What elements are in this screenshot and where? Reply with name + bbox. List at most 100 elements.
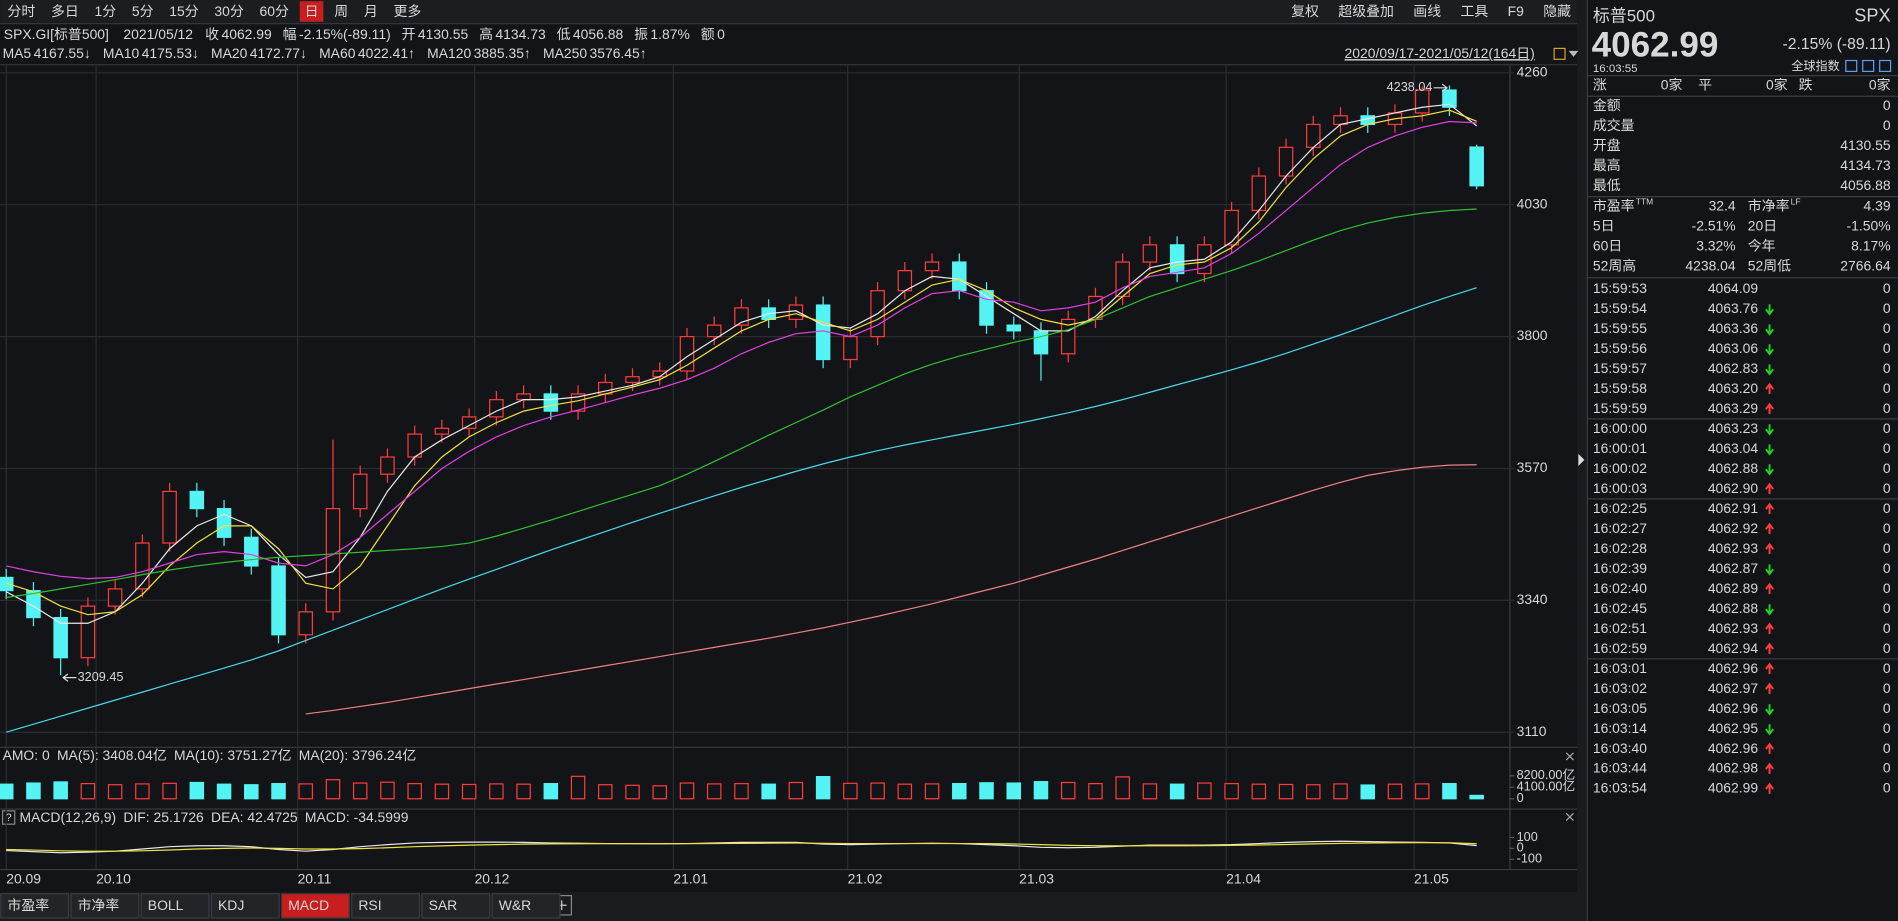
period-tab[interactable]: 5分 [132,3,154,19]
tab-bg[interactable] [0,893,70,919]
trade-price: 4063.20 [1708,380,1759,396]
stat-value: 3.32% [1696,238,1735,254]
tool-button[interactable]: 画线 [1413,3,1441,19]
volume-bar [1169,783,1185,800]
volume-bar [244,784,259,800]
volume-bar [352,782,368,800]
row-value: 4134.73 [1840,157,1891,173]
stat-label: 市盈率 [1593,198,1635,214]
trade-time: 16:00:02 [1593,460,1647,476]
period-tab[interactable]: 15分 [169,3,198,19]
trade-volume: 0 [1883,420,1891,436]
trade-volume: 0 [1883,740,1891,756]
trade-arrow [1765,582,1774,594]
candle-body [924,261,940,272]
annotation-arrow [1433,83,1449,92]
period-tab[interactable]: 1分 [95,3,117,19]
trade-time: 15:59:57 [1593,360,1647,376]
candle-body [489,399,504,418]
period-tab[interactable]: 60分 [259,3,288,19]
trade-price: 4062.95 [1708,720,1759,736]
info-label: 开 [402,26,416,42]
trade-volume: 0 [1883,520,1891,536]
trade-arrow [1765,382,1774,395]
indicator-tab[interactable]: RSI [358,897,381,913]
help-glyph[interactable]: ? [6,812,12,824]
breadth-label: 涨 [1593,77,1607,93]
trade-volume: 0 [1883,700,1891,716]
volume-bar [652,785,668,800]
close-icon[interactable] [1565,812,1574,821]
trade-time: 15:59:53 [1593,280,1647,296]
candle-body [380,456,395,475]
tool-button[interactable]: 复权 [1291,3,1319,19]
dropdown-icon[interactable] [1568,50,1579,57]
trade-volume: 0 [1883,560,1891,576]
breadth-label: 平 [1698,77,1712,93]
volume-bar [924,783,940,800]
stat-label-sup: LF [1791,196,1801,206]
period-tab[interactable]: 更多 [394,3,422,19]
icon[interactable] [1879,59,1892,73]
volume-bar [380,781,395,800]
indicator-tab[interactable]: W&R [499,897,531,913]
period-tab[interactable]: 周 [334,3,348,19]
tool-button[interactable]: F9 [1508,3,1524,19]
tool-button[interactable]: 工具 [1460,3,1488,19]
collapse-arrow[interactable] [1578,453,1585,466]
tab-bg[interactable] [491,893,561,919]
stat-label-sup: TTM [1636,196,1653,206]
indicator-tab[interactable]: SAR [429,897,458,913]
breadth-label: 跌 [1799,77,1813,93]
icon[interactable] [1862,59,1875,73]
period-tab[interactable]: 多日 [51,3,79,19]
tab-bg[interactable] [70,893,140,919]
period-tab[interactable]: 日 [305,3,319,19]
row-value: 0 [1883,117,1891,133]
candle-body [53,616,68,659]
volume-bar [1115,776,1130,800]
tab-bg[interactable] [280,893,350,919]
row-value: 4056.88 [1840,177,1891,193]
trade-volume: 0 [1883,300,1891,316]
candle-body [706,324,722,338]
tab-bg[interactable] [351,893,421,919]
tab-bg[interactable] [210,893,280,919]
trade-price: 4062.87 [1708,560,1759,576]
trade-arrow [1765,502,1774,515]
candle-body [135,542,150,590]
period-tab[interactable]: 分时 [7,3,35,19]
y-tick-label: 0 [1517,841,1524,855]
toolbar-bg [0,0,1580,23]
tab-bg[interactable] [421,893,491,919]
tool-button[interactable]: 隐藏 [1543,3,1571,19]
y-tick-label: 3800 [1517,327,1548,343]
volume-bar [1033,781,1049,800]
indicator-tab[interactable]: MACD [288,897,329,913]
legend-item: MA(20): 3796.24亿 [299,747,417,763]
help-icon[interactable] [1,810,16,825]
lock-icon[interactable] [1553,47,1566,60]
volume-bar [625,784,640,800]
indicator-tab[interactable]: 市盈率 [7,897,49,913]
tab-bg[interactable] [140,893,210,919]
period-tab[interactable]: 30分 [214,3,243,19]
trade-volume: 0 [1883,760,1891,776]
tool-button[interactable]: 超级叠加 [1338,3,1394,19]
period-tab[interactable]: 月 [364,3,378,19]
y-tick-label: 4030 [1517,195,1548,211]
trade-volume: 0 [1883,600,1891,616]
trade-time: 16:02:25 [1593,500,1647,516]
indicator-tab[interactable]: KDJ [218,897,244,913]
close-icon[interactable] [1565,752,1574,761]
row-label: 最低 [1593,177,1621,193]
trade-time: 16:02:39 [1593,560,1647,576]
candle-body [1442,89,1457,108]
info-label: 幅 [283,26,297,42]
trade-price: 4063.76 [1708,300,1759,316]
date: 2021/05/12 [123,26,193,42]
trade-time: 16:03:40 [1593,740,1647,756]
icon[interactable] [1845,59,1858,73]
indicator-tab[interactable]: BOLL [148,897,184,913]
indicator-tab[interactable]: 市净率 [78,897,120,913]
